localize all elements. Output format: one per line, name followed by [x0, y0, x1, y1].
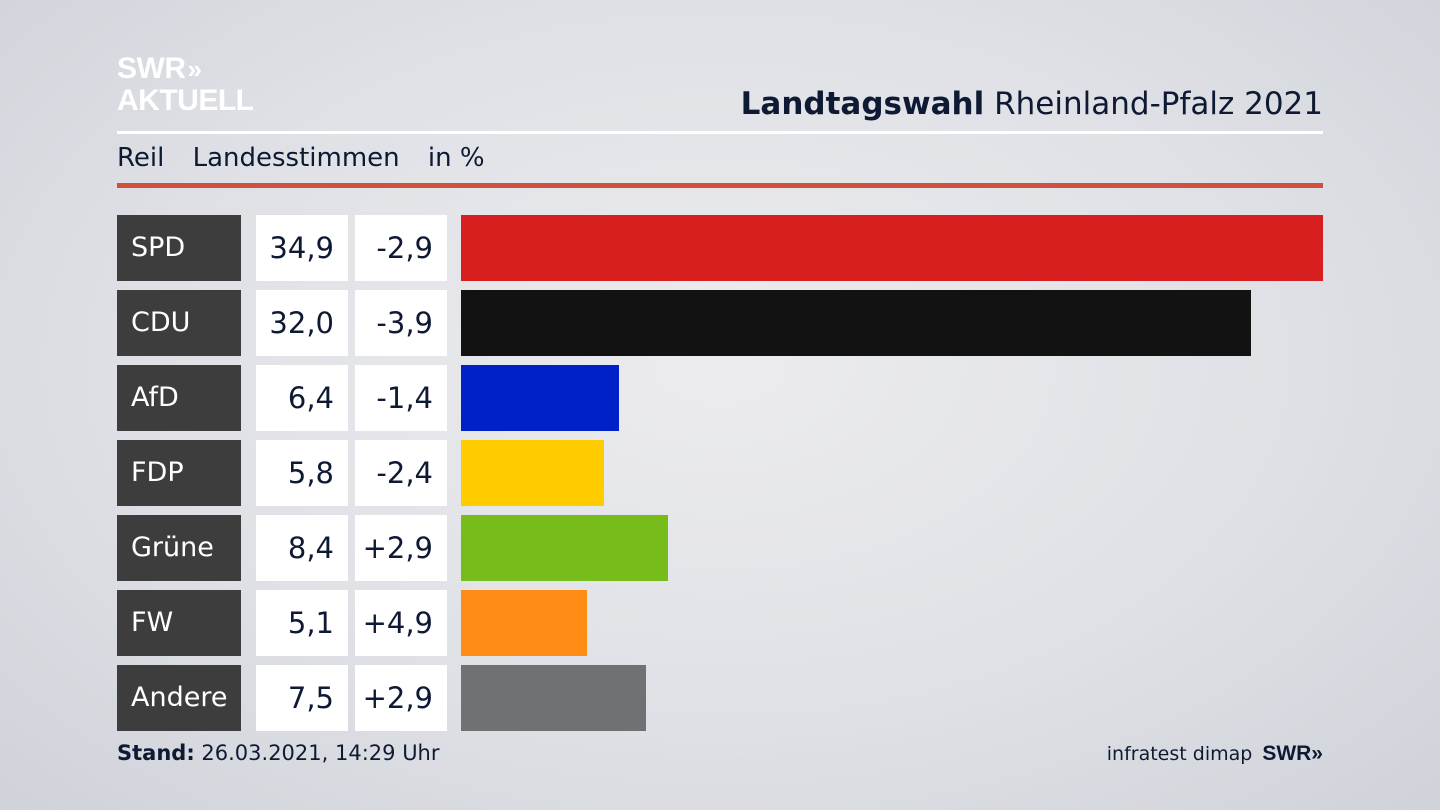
party-label: AfD: [117, 365, 241, 431]
chart-row: Andere 7,5 +2,9: [117, 665, 1323, 731]
title-bold: Landtagswahl: [740, 86, 985, 122]
value-label: 6,4: [256, 365, 348, 431]
subtitle-region: Reil: [117, 143, 165, 173]
page-title: Landtagswahl Rheinland-Pfalz 2021: [741, 86, 1323, 122]
title-rest: Rheinland-Pfalz 2021: [994, 86, 1323, 122]
change-label: -1,4: [355, 365, 447, 431]
party-label: Grüne: [117, 515, 241, 581]
source-label: infratest dimap: [1106, 743, 1253, 765]
stand-label: Stand:: [117, 741, 195, 765]
chart-row: CDU 32,0 -3,9: [117, 290, 1323, 356]
value-label: 5,8: [256, 440, 348, 506]
bar: [461, 665, 646, 731]
source-credit: infratest dimap SWR»: [1107, 742, 1323, 766]
bar: [461, 215, 1323, 281]
bar: [461, 290, 1251, 356]
chart-row: FW 5,1 +4,9: [117, 590, 1323, 656]
change-label: +2,9: [355, 665, 447, 731]
chart-row: SPD 34,9 -2,9: [117, 215, 1323, 281]
value-label: 5,1: [256, 590, 348, 656]
accent-divider: [117, 183, 1323, 188]
bar: [461, 590, 587, 656]
change-label: -2,9: [355, 215, 447, 281]
change-label: +2,9: [355, 515, 447, 581]
logo-line1: SWR: [117, 52, 186, 85]
party-label: FW: [117, 590, 241, 656]
timestamp: Stand: 26.03.2021, 14:29 Uhr: [117, 741, 440, 765]
value-label: 7,5: [256, 665, 348, 731]
value-label: 32,0: [256, 290, 348, 356]
change-label: +4,9: [355, 590, 447, 656]
bar: [461, 440, 604, 506]
bar: [461, 515, 668, 581]
subtitle-measure: Landesstimmen: [192, 143, 400, 173]
party-label: FDP: [117, 440, 241, 506]
value-label: 8,4: [256, 515, 348, 581]
subtitle-unit: in %: [427, 143, 485, 173]
chevron-right-icon: »: [187, 54, 203, 84]
stand-value: 26.03.2021, 14:29 Uhr: [201, 741, 440, 765]
chart-subtitle: Reil Landesstimmen in %: [117, 143, 505, 173]
swr-brand-logo: SWR»: [1262, 742, 1323, 765]
chart-row: AfD 6,4 -1,4: [117, 365, 1323, 431]
party-label: Andere: [117, 665, 241, 731]
chart-row: FDP 5,8 -2,4: [117, 440, 1323, 506]
bar: [461, 365, 619, 431]
header-divider: [117, 131, 1323, 134]
change-label: -3,9: [355, 290, 447, 356]
swr-aktuell-logo: SWR» AKTUELL: [117, 53, 277, 119]
value-label: 34,9: [256, 215, 348, 281]
chart-row: Grüne 8,4 +2,9: [117, 515, 1323, 581]
change-label: -2,4: [355, 440, 447, 506]
party-label: CDU: [117, 290, 241, 356]
logo-line2: AKTUELL: [117, 84, 254, 117]
party-label: SPD: [117, 215, 241, 281]
